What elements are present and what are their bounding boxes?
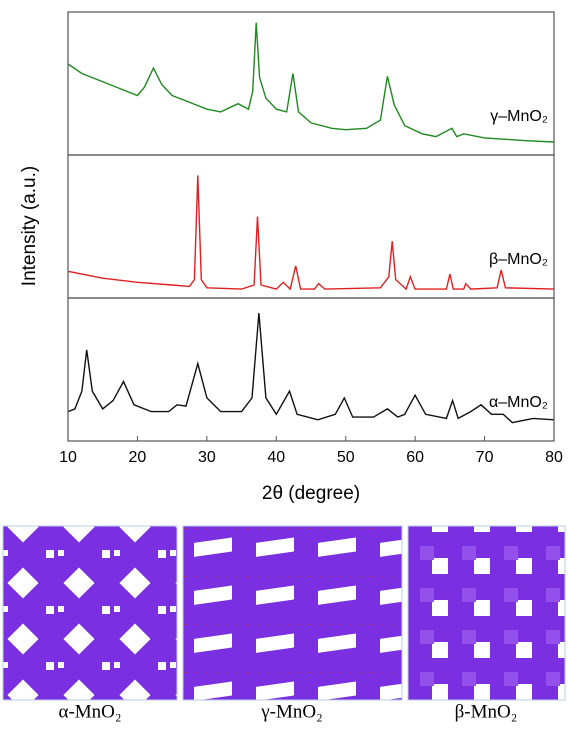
structure-label: β-MnO₂	[455, 701, 518, 722]
figure: Intensity (a.u.) α-MnO₂ γ-MnO₂ β-MnO₂ γ–…	[0, 0, 568, 724]
x-tick-label: 20	[129, 449, 147, 466]
panel-frame	[68, 12, 554, 155]
x-axis-label: 2θ (degree)	[262, 483, 360, 504]
x-tick-label: 70	[476, 449, 494, 466]
structure-label: α-MnO₂	[58, 701, 121, 722]
x-tick-label: 10	[59, 449, 77, 466]
x-tick-label: 50	[337, 449, 355, 466]
xrd-line	[68, 313, 554, 423]
legend-label: α–MnO₂	[489, 394, 548, 411]
structure-image	[3, 526, 177, 700]
panel-frame	[68, 155, 554, 298]
structure-image	[408, 526, 565, 700]
x-tick-label: 30	[198, 449, 216, 466]
xrd-line	[68, 23, 554, 142]
x-tick-label: 60	[406, 449, 424, 466]
xrd-line	[68, 175, 554, 289]
y-axis-label: Intensity (a.u.)	[19, 166, 40, 286]
x-tick-label: 80	[545, 449, 563, 466]
x-tick-label: 40	[267, 449, 285, 466]
structure-label: γ-MnO₂	[260, 701, 322, 722]
panel-frame	[68, 298, 554, 441]
legend-label: β–MnO₂	[489, 251, 548, 268]
legend-label: γ–MnO₂	[490, 108, 548, 125]
structure-image	[183, 526, 402, 700]
